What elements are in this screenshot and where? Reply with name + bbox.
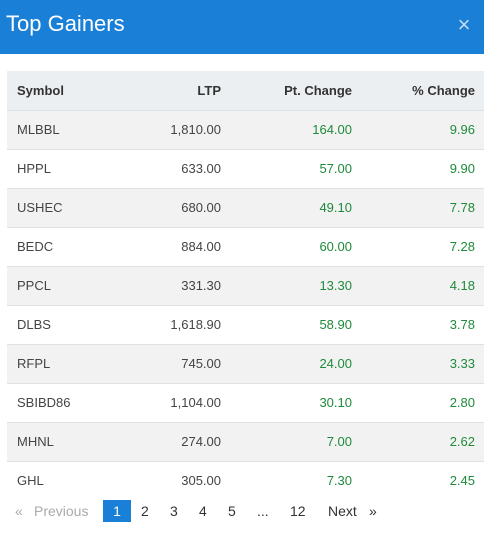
table-row[interactable]: USHEC 680.00 49.10 7.78 (7, 188, 484, 227)
cell-ltp: 1,618.90 (170, 317, 221, 332)
cell-pct-change: 2.45 (449, 473, 475, 489)
cell-symbol: GHL (17, 473, 44, 489)
cell-symbol: RFPL (17, 356, 51, 371)
cell-ltp: 884.00 (181, 239, 221, 254)
cell-pct-change: 3.78 (449, 317, 475, 332)
cell-ltp: 331.30 (181, 278, 221, 293)
table-row[interactable]: RFPL 745.00 24.00 3.33 (7, 344, 484, 383)
cell-symbol: USHEC (17, 200, 63, 215)
cell-pt-change: 49.10 (319, 200, 352, 215)
table-row[interactable]: MHNL 274.00 7.00 2.62 (7, 422, 484, 461)
cell-symbol: DLBS (17, 317, 51, 332)
cell-pct-change: 9.96 (449, 122, 475, 137)
next-button[interactable]: Next (328, 503, 357, 519)
cell-pt-change: 13.30 (319, 278, 352, 293)
cell-ltp: 1,810.00 (170, 122, 221, 137)
cell-symbol: SBIBD86 (17, 395, 71, 410)
page-button-5[interactable]: 5 (228, 503, 236, 519)
cell-pct-change: 4.18 (449, 278, 475, 293)
cell-ltp: 305.00 (181, 473, 221, 489)
cell-pt-change: 164.00 (312, 122, 352, 137)
cell-pct-change: 9.90 (449, 161, 475, 176)
page-button-3[interactable]: 3 (170, 503, 178, 519)
close-icon[interactable]: × (457, 12, 471, 37)
modal-header: Top Gainers × (0, 0, 484, 54)
cell-pt-change: 60.00 (319, 239, 352, 254)
cell-ltp: 1,104.00 (170, 395, 221, 410)
table-header-row: Symbol LTP Pt. Change % Change (7, 71, 484, 110)
cell-pct-change: 3.33 (449, 356, 475, 371)
page-button-1[interactable]: 1 (103, 500, 131, 522)
table-row[interactable]: GHL 305.00 7.30 2.45 (7, 461, 484, 500)
table-row[interactable]: MLBBL 1,810.00 164.00 9.96 (7, 110, 484, 149)
cell-pct-change: 2.80 (449, 395, 475, 410)
cell-ltp: 680.00 (181, 200, 221, 215)
column-header-pct-change[interactable]: % Change (412, 82, 475, 98)
cell-ltp: 633.00 (181, 161, 221, 176)
cell-pt-change: 24.00 (319, 356, 352, 371)
column-header-symbol[interactable]: Symbol (17, 82, 64, 98)
cell-symbol: MHNL (17, 434, 54, 449)
previous-button: Previous (34, 503, 89, 519)
page-button-2[interactable]: 2 (141, 503, 149, 519)
pagination-ellipsis: ... (257, 503, 269, 519)
gainers-table: Symbol LTP Pt. Change % Change MLBBL 1,81… (7, 71, 484, 500)
table-row[interactable]: BEDC 884.00 60.00 7.28 (7, 227, 484, 266)
cell-symbol: PPCL (17, 278, 51, 293)
table-row[interactable]: HPPL 633.00 57.00 9.90 (7, 149, 484, 188)
cell-pt-change: 57.00 (319, 161, 352, 176)
column-header-ltp[interactable]: LTP (197, 82, 221, 98)
cell-symbol: HPPL (17, 161, 51, 176)
cell-pt-change: 7.00 (326, 434, 352, 449)
cell-ltp: 274.00 (181, 434, 221, 449)
column-header-pt-change[interactable]: Pt. Change (284, 82, 352, 98)
modal-title: Top Gainers (6, 11, 125, 36)
table-row[interactable]: PPCL 331.30 13.30 4.18 (7, 266, 484, 305)
cell-pt-change: 58.90 (319, 317, 352, 332)
gainers-table-container: Symbol LTP Pt. Change % Change MLBBL 1,81… (7, 71, 484, 500)
cell-symbol: BEDC (17, 239, 54, 254)
table-row[interactable]: SBIBD86 1,104.00 30.10 2.80 (7, 383, 484, 422)
page-button-4[interactable]: 4 (199, 503, 207, 519)
prev-arrow-icon: « (15, 503, 23, 519)
cell-pct-change: 7.28 (449, 239, 475, 254)
cell-pct-change: 7.78 (449, 200, 475, 215)
cell-pct-change: 2.62 (449, 434, 475, 449)
cell-ltp: 745.00 (181, 356, 221, 371)
table-body: MLBBL 1,810.00 164.00 9.96 HPPL 633.00 57.00 9.… (7, 110, 484, 500)
pagination: « Previous 1 2 3 4 5 ... 12 Next » (7, 498, 477, 524)
next-arrow-icon[interactable]: » (369, 503, 377, 519)
cell-symbol: MLBBL (17, 122, 60, 137)
table-row[interactable]: DLBS 1,618.90 58.90 3.78 (7, 305, 484, 344)
cell-pt-change: 30.10 (319, 395, 352, 410)
cell-pt-change: 7.30 (326, 473, 352, 489)
page-button-12[interactable]: 12 (290, 503, 306, 519)
